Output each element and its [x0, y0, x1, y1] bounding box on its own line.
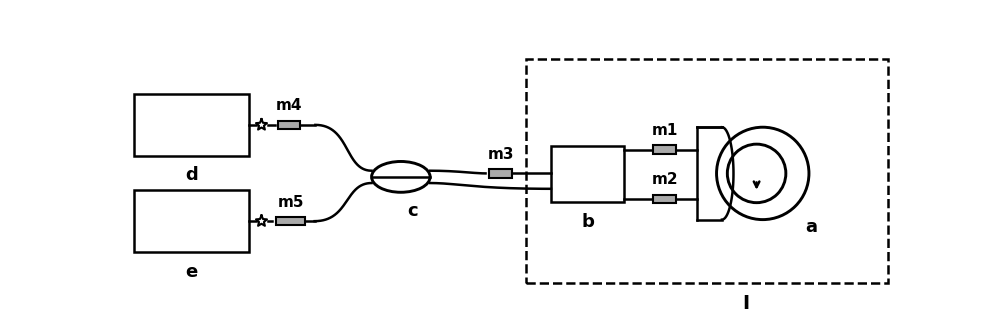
Bar	[134, 94, 249, 156]
Text: I: I	[742, 293, 749, 313]
Bar	[526, 59, 888, 283]
Bar	[276, 217, 305, 225]
Text: d: d	[185, 166, 198, 185]
Text: b: b	[581, 213, 594, 231]
Bar	[653, 195, 676, 203]
Bar	[551, 146, 624, 202]
Bar	[653, 145, 676, 154]
Text: c: c	[407, 202, 418, 219]
Bar	[278, 121, 300, 129]
Ellipse shape	[372, 161, 430, 192]
Text: e: e	[185, 263, 198, 281]
Text: m4: m4	[276, 98, 302, 113]
Bar	[134, 190, 249, 252]
Bar	[489, 169, 512, 178]
Text: m3: m3	[488, 147, 514, 162]
Text: m1: m1	[651, 123, 678, 138]
Text: m5: m5	[277, 195, 304, 210]
Text: a: a	[805, 218, 817, 236]
Text: m2: m2	[651, 172, 678, 187]
